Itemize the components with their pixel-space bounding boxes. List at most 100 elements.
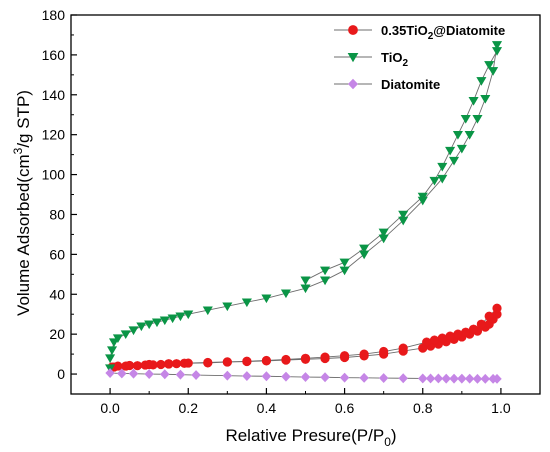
diatomite-point: [300, 372, 311, 382]
tio2-diatomite-point: [359, 349, 369, 359]
tio2-point: [429, 176, 440, 186]
tio2-point: [472, 114, 483, 124]
tio2-point: [464, 130, 475, 140]
tio2-point: [144, 320, 155, 330]
tio2-point: [398, 210, 409, 220]
y-axis-title: Volume Adsorbed(cm3/g STP): [11, 90, 33, 316]
diatomite-point: [480, 373, 490, 384]
tio2-point: [468, 97, 479, 106]
tio2-diatomite-point: [437, 333, 447, 343]
diatomite-point: [144, 369, 154, 380]
tio2-diatomite-point: [164, 359, 174, 369]
tio2-diatomite-point: [379, 346, 389, 357]
tio2-diatomite-point: [222, 357, 232, 367]
tio2-line: [109, 44, 498, 369]
tio2-diatomite-point: [261, 355, 272, 366]
diatomite-point: [449, 373, 459, 384]
tio2-diatomite-point: [422, 337, 432, 347]
legend-marker: [348, 25, 358, 35]
tio2-point: [261, 294, 272, 304]
diatomite-point: [320, 372, 330, 383]
tio2-diatomite-point: [281, 354, 291, 365]
tio2-point: [448, 156, 460, 166]
y-tick-label: 100: [42, 167, 66, 183]
legend-marker: [347, 53, 359, 63]
tio2-point: [484, 61, 495, 70]
x-tick-label: 0.4: [257, 400, 277, 416]
tio2-diatomite-point: [492, 303, 502, 313]
series-markers: [105, 41, 503, 384]
diatomite-point: [441, 373, 451, 384]
tio2-diatomite-point: [339, 351, 350, 361]
tio2-point: [339, 266, 350, 276]
tio2-diatomite-point: [429, 335, 440, 345]
x-tick-label: 0.2: [179, 400, 199, 416]
tio2-point: [202, 306, 213, 316]
tio2-markers: [105, 41, 503, 373]
tio2-point: [183, 310, 194, 320]
diatomite-point: [222, 370, 233, 381]
legend-label: 0.35TiO2@Diatomite: [381, 23, 505, 42]
tio2-diatomite-point: [461, 327, 471, 337]
tio2-point: [280, 289, 291, 299]
diatomite-point: [457, 373, 467, 384]
tio2-diatomite-point: [484, 311, 494, 321]
tio2-point: [105, 354, 116, 363]
tio2-point: [128, 326, 139, 336]
tio2-point: [175, 312, 186, 322]
diatomite-point: [175, 369, 186, 380]
diatomite-point: [191, 370, 201, 381]
tio2-diatomite-point: [320, 352, 330, 362]
tio2-point: [359, 244, 370, 254]
diatomite-point: [433, 373, 444, 384]
diatomite-point: [242, 371, 252, 381]
y-tick-label: 60: [49, 246, 65, 262]
legend-label: TiO2: [381, 50, 408, 69]
tio2-point: [241, 298, 252, 308]
tio2-point: [320, 266, 331, 276]
tio2-diatomite-point: [203, 357, 213, 368]
y-tick-label: 140: [42, 87, 66, 103]
diatomite-point: [378, 373, 389, 383]
diatomite-point: [359, 372, 369, 383]
tio2-point: [456, 144, 467, 154]
tio2-diatomite-point: [125, 360, 135, 371]
tio2-diatomite-point: [453, 329, 463, 339]
tio2-point: [460, 114, 471, 124]
tio2-point: [488, 67, 499, 76]
tio2-diatomite-point: [242, 356, 252, 366]
y-tick-label: 80: [49, 206, 65, 222]
diatomite-point: [398, 373, 408, 384]
x-tick-label: 1.0: [491, 400, 511, 416]
diatomite-point: [128, 368, 139, 379]
axis-tick-labels: 0.0 0.2 0.4 0.6 0.8 1.0 0 20 40 60 80 100 120 140 160 1…: [42, 7, 511, 416]
x-tick-label: 0.0: [100, 400, 120, 416]
tio2-point: [107, 346, 118, 356]
tio2-point: [491, 47, 503, 56]
tio2-diatomite-point: [468, 324, 479, 334]
tio2-point: [151, 318, 163, 328]
y-tick-label: 120: [42, 127, 66, 143]
y-tick-label: 180: [42, 7, 66, 23]
tio2-point: [300, 276, 311, 286]
tio2-diatomite-point: [113, 361, 123, 371]
diatomite-point: [105, 368, 115, 379]
tio2-point: [378, 228, 389, 238]
series-lines: [109, 44, 498, 380]
x-tick-label: 0.8: [413, 400, 433, 416]
diatomite-point: [261, 371, 272, 382]
tio2-point: [437, 162, 448, 172]
tio2-diatomite-point: [171, 359, 182, 369]
tio2-diatomite-point: [300, 353, 311, 363]
tio2-point: [445, 146, 456, 156]
y-tick-label: 160: [42, 47, 66, 63]
legend-item-tio2-diatomite: 0.35TiO2@Diatomite: [334, 23, 505, 42]
tio2-point: [452, 130, 463, 140]
tio2-point: [320, 276, 331, 286]
legend: 0.35TiO2@Diatomite TiO2 Diatomite: [334, 23, 505, 92]
tio2-point: [159, 316, 170, 326]
tio2-point: [476, 77, 487, 86]
diatomite-point: [281, 371, 291, 382]
tio2-diatomite-point: [156, 359, 166, 370]
